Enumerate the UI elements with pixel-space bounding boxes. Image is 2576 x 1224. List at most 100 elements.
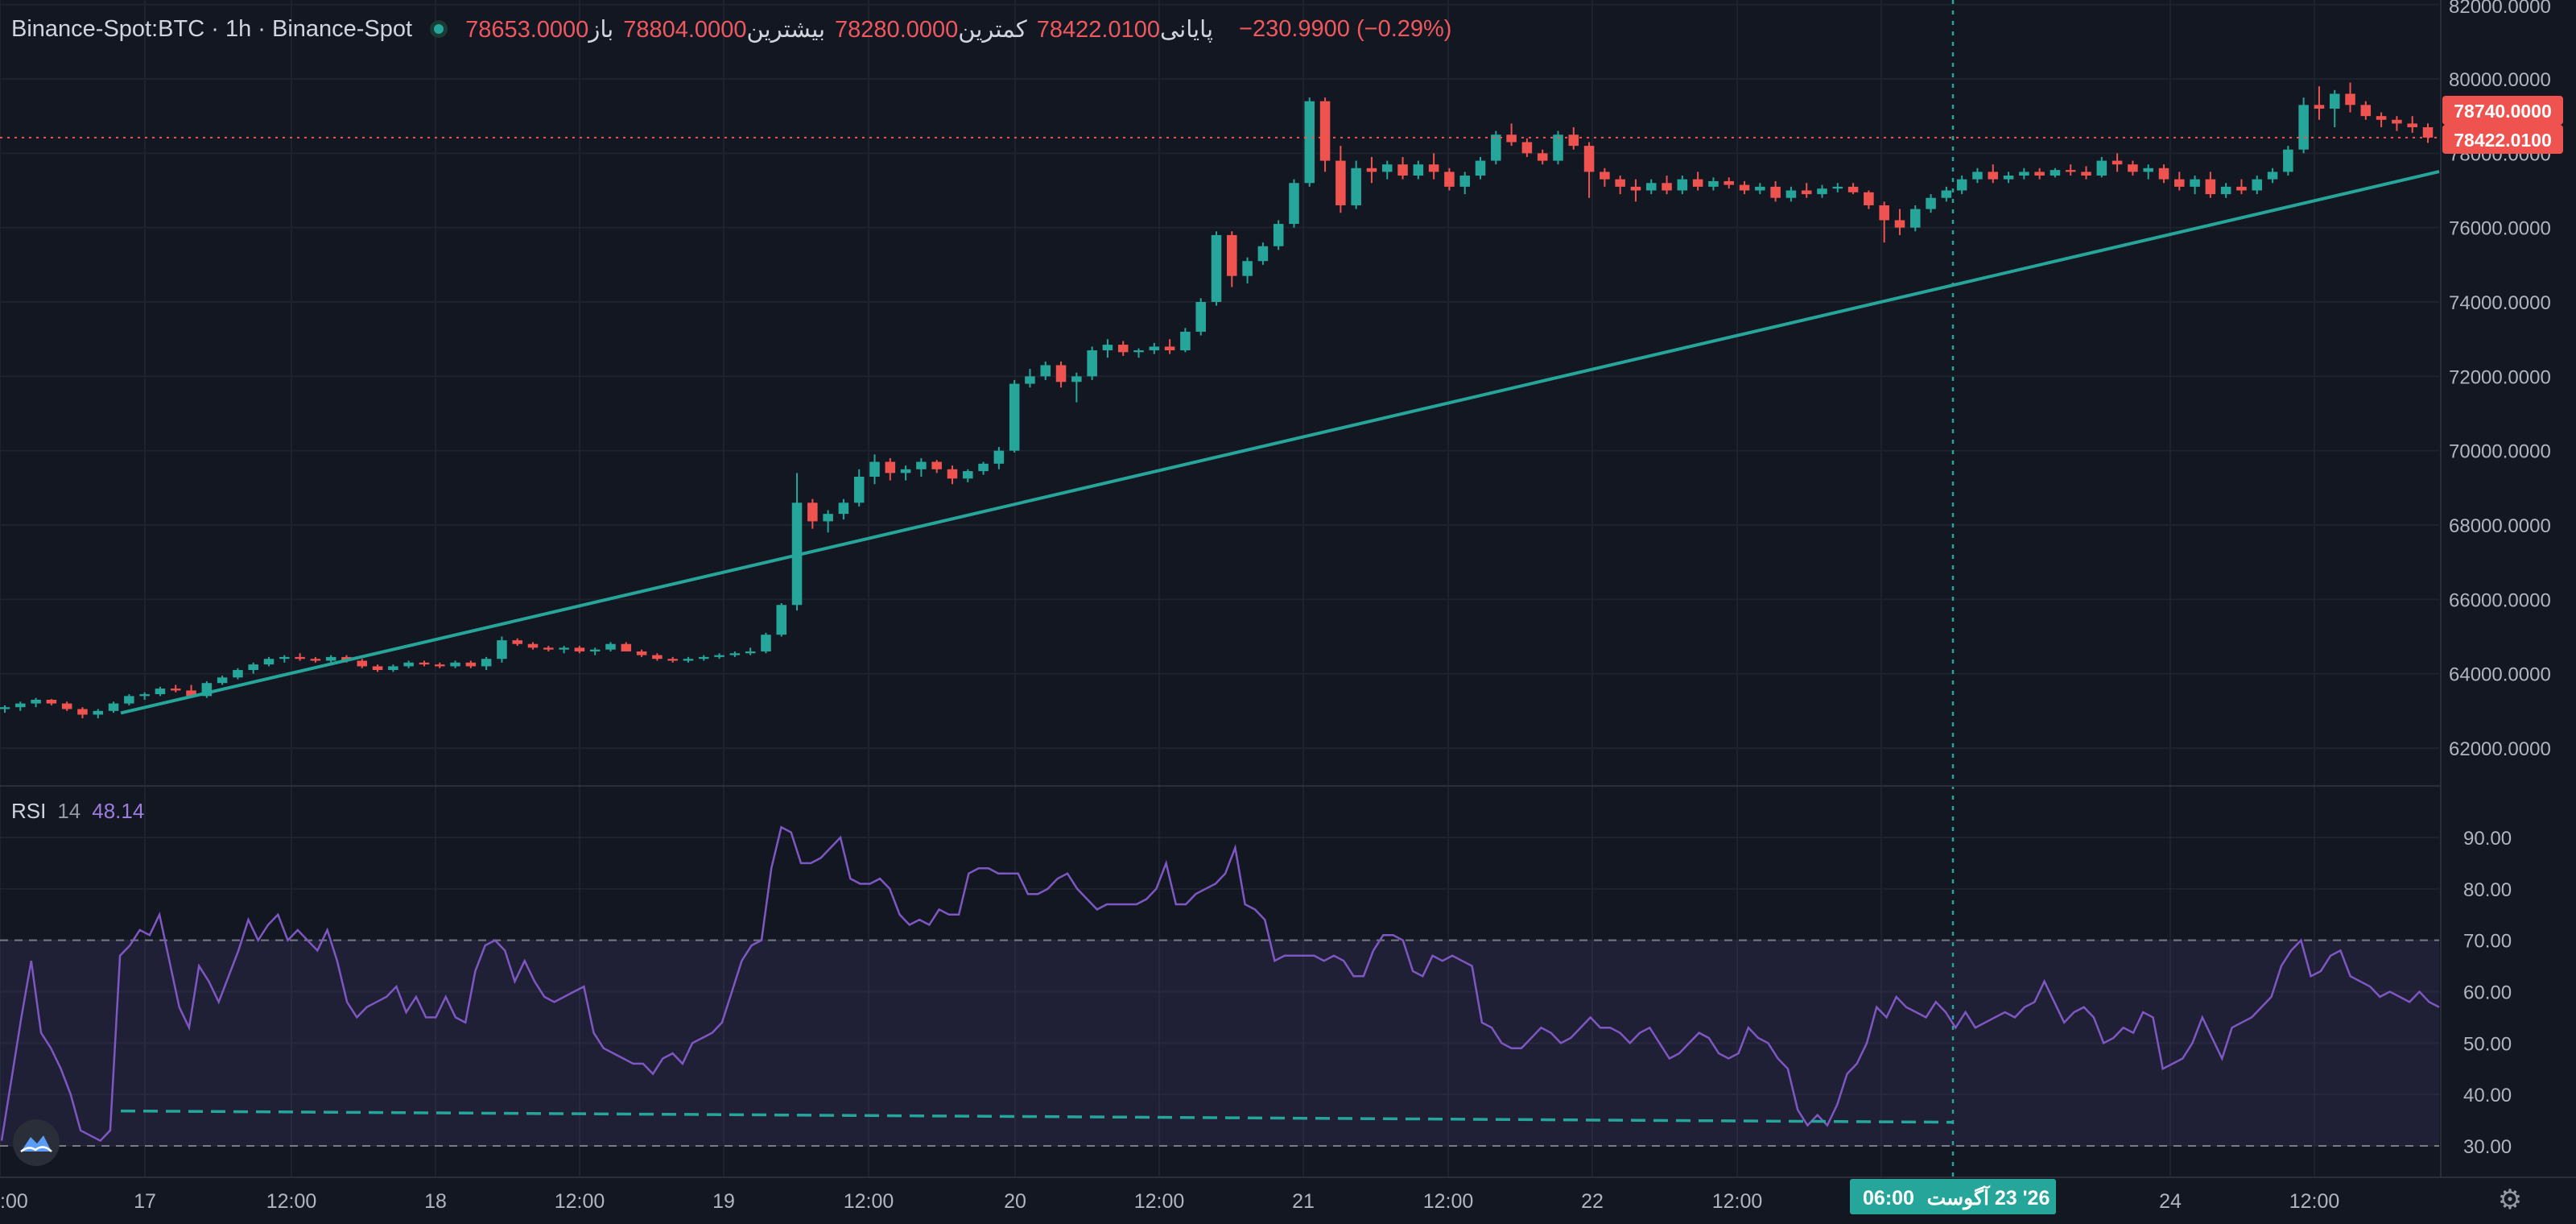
candle (15, 701, 26, 711)
candle (2283, 146, 2293, 176)
candle (1692, 172, 1703, 191)
candle (77, 707, 88, 719)
price-axis[interactable] (2441, 0, 2576, 1177)
candle-body (497, 640, 507, 660)
time-tick-label: 12:00 (844, 1190, 894, 1213)
candle-body (900, 469, 911, 473)
settings-gear-icon[interactable]: ⚙ (2497, 1185, 2523, 1215)
candle (2392, 116, 2402, 131)
candle (1459, 172, 1470, 195)
candle (1304, 97, 1315, 187)
rsi-band (0, 939, 2439, 1147)
candle (1879, 201, 1889, 243)
candle (1444, 167, 1455, 191)
candle (2252, 176, 2263, 195)
candle (1087, 346, 1097, 380)
candle-body (2034, 172, 2045, 176)
candle (978, 461, 989, 475)
price-tick-label: 74000.0000 (2449, 292, 2551, 314)
candle-body (263, 659, 275, 665)
candle-body (1645, 183, 1657, 191)
close-label: پایانی (1159, 16, 1214, 43)
rsi-axis-ticks: 90.00 80.00 70.00 60.00 50.00 40.00 30.00 (2463, 828, 2512, 1158)
candle (248, 662, 258, 674)
candle-body (1381, 164, 1393, 172)
candle-body (1739, 184, 1750, 191)
candle (1926, 194, 1936, 213)
candle (2128, 160, 2138, 176)
price-tick-label: 62000.0000 (2449, 738, 2551, 760)
candle (1009, 379, 1020, 453)
logo-icon[interactable] (13, 1119, 60, 1166)
candle-body (1600, 172, 1610, 180)
candle-body (1568, 134, 1579, 147)
candle-body (947, 469, 958, 479)
rsi-value: 48.14 (92, 799, 145, 823)
time-tick-label: :00 (0, 1190, 28, 1213)
candle (1180, 328, 1191, 353)
candle (1289, 179, 1299, 228)
candle-body (1583, 146, 1595, 172)
candle-body (776, 605, 787, 635)
candle (1351, 160, 1361, 209)
candle-body (1335, 160, 1346, 205)
candle (1257, 242, 1269, 265)
time-tick-label: 21 (1292, 1190, 1315, 1213)
candle-body (2329, 93, 2340, 109)
candle-body (2174, 179, 2185, 187)
candle-body (1149, 346, 1160, 351)
candle (1521, 138, 1533, 157)
price-trendline[interactable] (120, 170, 2440, 715)
candle-body (2019, 172, 2029, 176)
candle-body (2236, 186, 2247, 191)
candle-body (1941, 190, 1952, 198)
candle (605, 642, 616, 651)
candle (1071, 372, 1082, 403)
time-tick-label: 24 (2159, 1190, 2182, 1213)
candle (559, 646, 569, 654)
rsi-legend[interactable]: RSI 14 48.14 (11, 799, 144, 824)
candle (1956, 176, 1967, 195)
candle (527, 642, 539, 650)
time-tick-label: 17 (134, 1190, 156, 1213)
price-tick-label: 80000.0000 (2449, 69, 2551, 91)
candle (2003, 172, 2014, 184)
candle-body (1227, 234, 1237, 276)
candle (947, 465, 958, 485)
candle (1988, 164, 1999, 184)
candle (2422, 123, 2434, 143)
candle-body (2050, 170, 2061, 176)
candle (2143, 164, 2153, 180)
candle (652, 653, 663, 661)
rsi-band-fill (0, 940, 2439, 1146)
candle-body (1133, 350, 1144, 353)
candle-body (636, 651, 647, 655)
price-badge-lower-text: 78422.0100 (2454, 130, 2552, 151)
low-label: کمترین (958, 16, 1027, 43)
rsi-trendline[interactable] (120, 1109, 1953, 1124)
candle-body (1615, 179, 1625, 187)
candle-body (481, 659, 492, 667)
candle (46, 699, 57, 705)
candle-body (124, 696, 134, 704)
candle-body (15, 703, 26, 708)
candle (497, 636, 507, 663)
symbol-title[interactable]: Binance-Spot:BTC · 1h · Binance-Spot (11, 15, 413, 42)
candle-body (233, 670, 243, 678)
price-tick-label: 82000.0000 (2449, 0, 2551, 18)
candle-body (761, 635, 771, 651)
candle (1801, 183, 1812, 198)
rsi-tick-label: 70.00 (2463, 931, 2512, 953)
candle-body (1459, 176, 1470, 187)
candle-body (2360, 105, 2372, 117)
candle (93, 709, 104, 719)
rsi-tick-label: 40.00 (2463, 1085, 2512, 1106)
candle (1894, 209, 1905, 235)
candle-body (1770, 186, 1781, 198)
candle-body (621, 643, 632, 651)
candle (124, 694, 134, 705)
candle-body (1537, 153, 1548, 161)
candle (217, 675, 228, 685)
time-tick-label: 12:00 (266, 1190, 317, 1213)
